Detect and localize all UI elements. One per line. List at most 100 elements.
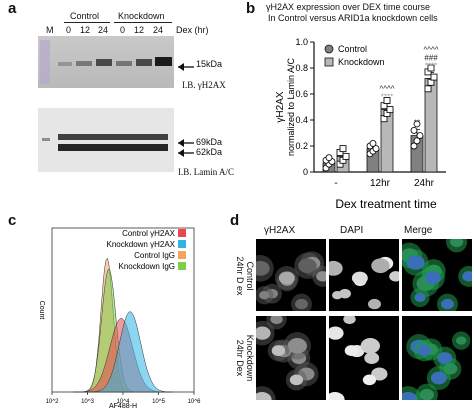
cell-nucleus [424, 271, 441, 285]
lane-label: 12 [134, 25, 145, 35]
cell-nucleus [259, 291, 270, 300]
row2-label-line2: 24hr Dex [235, 339, 245, 377]
lamin-bands [42, 134, 168, 151]
legend-label: Knockdown [338, 57, 385, 67]
histogram-knockdown-h-ax [73, 311, 173, 393]
y-axis-title-line1: γH2AX [275, 91, 286, 122]
x-tick-label: - [334, 178, 337, 189]
y-tick-label: 0.2 [295, 141, 308, 151]
cell-nucleus [406, 255, 425, 270]
data-point [372, 145, 380, 153]
micrograph-cells [256, 251, 326, 311]
cell-nucleus [455, 336, 467, 345]
data-point [416, 132, 424, 140]
cell-nucleus [371, 258, 390, 274]
lane-label: 0 [120, 25, 126, 35]
data-point [413, 120, 421, 128]
cell-nucleus [360, 338, 380, 354]
cell-nucleus [271, 345, 286, 356]
lamin-blot-image [38, 108, 174, 172]
y-tick-label: 0 [303, 167, 308, 177]
dex-time-label: Dex (hr) [176, 25, 209, 35]
x-axis-title: AF488-H [109, 403, 137, 410]
data-point [325, 154, 333, 162]
cell-nucleus [364, 352, 380, 365]
cell-nucleus [270, 316, 283, 325]
cell-nucleus [295, 298, 308, 310]
panel-b-letter: b [246, 0, 256, 17]
significance-annotation: ** [414, 119, 420, 128]
data-point [410, 126, 418, 134]
micrograph-knockdown-h2ax [256, 316, 326, 400]
cell-nucleus [402, 392, 418, 400]
col-merge-label: Merge [404, 225, 433, 236]
band-62kda-label: 62kDa [196, 147, 223, 157]
significance-annotation: ^^^^ [423, 45, 438, 54]
cell-nucleus [437, 352, 453, 365]
row1-label: Control 24hr D ex [234, 240, 255, 312]
x-tick-label: 10^2 [46, 399, 59, 405]
cell-nucleus [430, 371, 447, 385]
cell-nucleus [371, 367, 388, 381]
micrograph-control-dapi [329, 239, 399, 311]
x-tick-label: 10^3 [81, 399, 94, 405]
panel-d-letter: d [230, 212, 240, 229]
micrograph-cells [256, 316, 319, 400]
cell-nucleus [351, 271, 368, 285]
lane-marker-label: M [46, 25, 54, 35]
data-point [410, 142, 418, 150]
micrograph-cells [329, 316, 388, 400]
micrograph-control-h2ax [256, 239, 326, 311]
cell-nucleus [278, 271, 295, 285]
cell-nucleus [256, 326, 271, 340]
knockdown-bracket [114, 22, 172, 23]
ib-h2ax-label: I.B. γH2AX [182, 80, 226, 90]
legend-swatch [324, 57, 334, 67]
data-point [383, 97, 391, 104]
y-tick-label: 0.6 [295, 89, 308, 99]
legend-label: Control [338, 44, 367, 54]
cell-nucleus [450, 239, 464, 248]
micrograph-cells [402, 239, 472, 311]
legend-label: Knockdown IgG [119, 262, 175, 271]
legend-label: Knockdown γH2AX [107, 240, 176, 249]
data-point [430, 73, 438, 81]
significance-annotation: **** [381, 93, 393, 102]
y-tick-label: 1.0 [295, 37, 308, 47]
data-point [413, 137, 421, 145]
data-point [424, 85, 432, 93]
x-tick-label: 24hr [414, 178, 435, 189]
legend-label: Control IgG [134, 251, 175, 260]
cell-nucleus [462, 271, 472, 282]
lane-label: 24 [153, 25, 164, 35]
significance-annotation: ### [424, 53, 438, 62]
control-group-label: Control [70, 11, 100, 21]
cell-nucleus [362, 374, 377, 386]
micrograph-cells [329, 256, 399, 310]
cell-nucleus [329, 260, 343, 276]
legend-swatch [178, 240, 186, 248]
knockdown-group-label: Knockdown [118, 11, 165, 21]
panel-a-letter: a [8, 0, 17, 17]
cell-nucleus [316, 271, 326, 282]
panel-c-letter: c [8, 212, 17, 229]
y-axis-title-line2: normalized to Lamin A/C [286, 57, 296, 156]
legend-label: Control γH2AX [122, 229, 176, 238]
micrograph-control-merge [402, 239, 472, 311]
band-15kda-label: 15kDa [196, 59, 223, 69]
row2-label-line1: Knockdown [245, 334, 255, 382]
x-tick-label: 10^6 [188, 399, 201, 405]
cell-nucleus [343, 316, 356, 325]
data-point [369, 139, 377, 147]
legend-swatch [324, 44, 334, 54]
micrograph-knockdown-merge [402, 316, 472, 400]
x-axis-title: Dex treatment time [335, 197, 437, 211]
cell-nucleus [414, 293, 426, 302]
col-dapi-label: DAPI [340, 225, 364, 236]
chart-b-title-line1: γH2AX expression over DEX time course [266, 2, 431, 12]
legend-swatch [178, 251, 186, 259]
row2-label: Knockdown 24hr Dex [234, 316, 255, 400]
significance-annotation: ^^^^ [379, 85, 394, 94]
